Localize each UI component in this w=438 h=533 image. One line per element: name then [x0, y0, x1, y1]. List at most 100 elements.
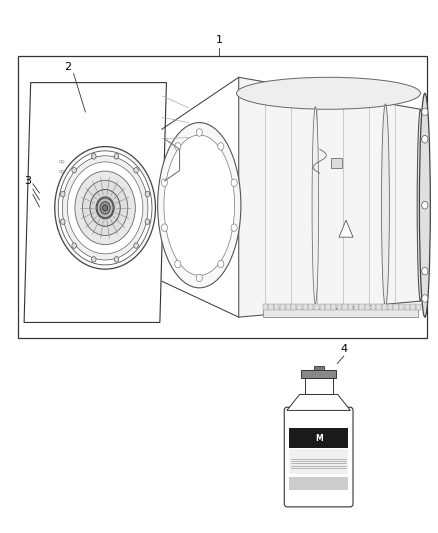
Ellipse shape	[381, 104, 389, 306]
Ellipse shape	[158, 123, 241, 288]
Ellipse shape	[164, 135, 235, 276]
Ellipse shape	[312, 107, 319, 304]
Bar	[393, 304, 399, 310]
Circle shape	[55, 147, 155, 269]
Bar	[342, 304, 347, 310]
Circle shape	[161, 179, 167, 187]
Circle shape	[134, 243, 138, 248]
Circle shape	[100, 201, 110, 214]
Bar	[305, 378, 332, 394]
Bar	[280, 304, 285, 310]
Bar	[348, 304, 353, 310]
Circle shape	[114, 256, 119, 262]
Bar	[263, 309, 418, 317]
Circle shape	[96, 197, 114, 219]
Circle shape	[75, 171, 135, 245]
Bar	[382, 304, 387, 310]
Circle shape	[196, 274, 202, 281]
Circle shape	[90, 189, 120, 227]
Bar	[314, 304, 319, 310]
Text: 4: 4	[340, 344, 347, 354]
Bar	[297, 304, 302, 310]
Text: 3: 3	[25, 176, 32, 186]
Bar	[337, 304, 342, 310]
Bar	[399, 304, 404, 310]
Circle shape	[102, 205, 108, 211]
Bar	[308, 304, 314, 310]
Text: 1: 1	[215, 35, 223, 45]
Circle shape	[60, 219, 65, 224]
Bar	[416, 304, 421, 310]
Bar	[331, 304, 336, 310]
Bar	[353, 304, 359, 310]
Bar	[314, 366, 324, 370]
Circle shape	[145, 191, 150, 197]
Bar	[331, 158, 342, 168]
Circle shape	[161, 224, 167, 231]
Bar	[410, 304, 416, 310]
Text: QQ: QQ	[83, 231, 90, 236]
Bar	[303, 304, 308, 310]
Polygon shape	[287, 394, 350, 410]
Bar	[365, 304, 370, 310]
Bar	[301, 370, 336, 378]
Circle shape	[58, 151, 152, 265]
Circle shape	[231, 224, 237, 231]
Circle shape	[92, 154, 96, 159]
Polygon shape	[239, 77, 420, 317]
Circle shape	[72, 167, 76, 173]
Text: M: M	[315, 433, 322, 442]
Ellipse shape	[237, 77, 420, 109]
Circle shape	[218, 260, 224, 268]
Bar	[263, 304, 268, 310]
Circle shape	[231, 179, 237, 187]
Bar	[371, 304, 376, 310]
Circle shape	[422, 108, 428, 116]
Bar	[289, 429, 348, 448]
Circle shape	[196, 129, 202, 136]
Ellipse shape	[417, 109, 424, 301]
Bar	[286, 304, 291, 310]
Text: 2: 2	[64, 62, 71, 72]
Bar	[388, 304, 393, 310]
Circle shape	[422, 201, 428, 209]
Circle shape	[422, 135, 428, 143]
Circle shape	[82, 180, 128, 236]
Bar	[289, 477, 348, 490]
Bar	[18, 56, 427, 338]
Bar	[320, 304, 325, 310]
Ellipse shape	[419, 93, 430, 317]
FancyBboxPatch shape	[284, 407, 353, 507]
Circle shape	[114, 154, 119, 159]
Circle shape	[134, 167, 138, 173]
Circle shape	[97, 198, 113, 217]
Circle shape	[60, 191, 65, 197]
Circle shape	[422, 135, 428, 143]
Circle shape	[422, 201, 428, 209]
Text: QQ: QQ	[83, 241, 90, 245]
Bar	[268, 304, 274, 310]
Circle shape	[100, 201, 110, 214]
Text: QQ: QQ	[59, 169, 66, 173]
Circle shape	[67, 162, 143, 254]
Polygon shape	[339, 220, 353, 237]
Circle shape	[422, 295, 428, 302]
Bar	[405, 304, 410, 310]
Circle shape	[422, 268, 428, 275]
Circle shape	[175, 143, 181, 150]
Bar	[291, 304, 297, 310]
Bar	[274, 304, 279, 310]
Circle shape	[175, 260, 181, 268]
Circle shape	[422, 268, 428, 275]
Bar	[289, 449, 348, 474]
Bar	[325, 304, 331, 310]
Bar	[376, 304, 381, 310]
Polygon shape	[24, 83, 166, 322]
Text: QQ: QQ	[59, 159, 66, 164]
Circle shape	[218, 143, 224, 150]
Circle shape	[62, 156, 148, 260]
Circle shape	[72, 243, 76, 248]
Circle shape	[145, 219, 150, 224]
Circle shape	[92, 256, 96, 262]
Bar	[359, 304, 364, 310]
